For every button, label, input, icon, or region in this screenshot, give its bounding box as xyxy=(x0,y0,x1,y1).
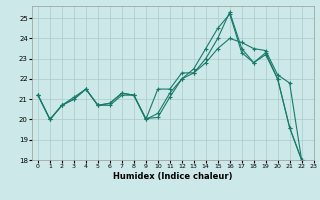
X-axis label: Humidex (Indice chaleur): Humidex (Indice chaleur) xyxy=(113,172,233,181)
